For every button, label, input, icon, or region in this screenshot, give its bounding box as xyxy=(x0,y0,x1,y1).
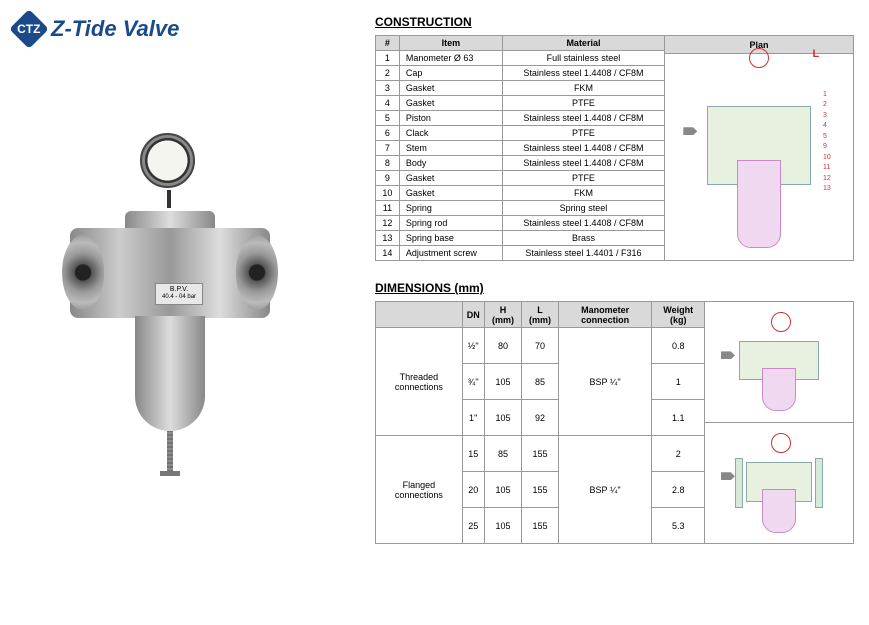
table-row: 12Spring rodStainless steel 1.4408 / CF8… xyxy=(376,216,665,231)
table-row: 11SpringSpring steel xyxy=(376,201,665,216)
threaded-diagram xyxy=(705,302,853,423)
valve-cap-shape xyxy=(125,211,215,229)
dim-label-L: L xyxy=(812,48,819,60)
col-num: # xyxy=(376,36,400,51)
plan-cross-section-diagram: L 12345910111213 xyxy=(673,44,845,252)
flange-right-shape xyxy=(815,458,823,508)
valve-spring-housing-shape xyxy=(135,316,205,431)
adjustment-screw-shape xyxy=(167,431,173,471)
table-row: 10GasketFKM xyxy=(376,186,665,201)
schem-gauge-icon xyxy=(771,312,791,332)
dimensions-diagram-cell xyxy=(705,301,854,544)
brand-logo: CTZ Z-Tide Valve xyxy=(15,15,355,43)
dimensions-block: DIMENSIONS (mm) DN H (mm) L (mm) Manomet… xyxy=(375,281,854,544)
nameplate-line1: B.P.V. xyxy=(162,286,196,294)
table-row: 8BodyStainless steel 1.4408 / CF8M xyxy=(376,156,665,171)
callout-numbers: 12345910111213 xyxy=(823,90,843,195)
dim-col-l: L (mm) xyxy=(522,302,559,328)
table-row: 13Spring baseBrass xyxy=(376,231,665,246)
construction-table: # Item Material 1Manometer Ø 63Full stai… xyxy=(375,35,665,261)
table-row: 6ClackPTFE xyxy=(376,126,665,141)
dim-col-h: H (mm) xyxy=(484,302,522,328)
schem-gauge-icon xyxy=(749,48,769,68)
product-photo: B.P.V. 40.4 - 04 bar xyxy=(55,133,285,433)
flow-arrow-icon xyxy=(721,472,735,480)
dimensions-heading: DIMENSIONS (mm) xyxy=(375,281,854,295)
table-row: 9GasketPTFE xyxy=(376,171,665,186)
dimensions-table: DN H (mm) L (mm) Manometer connection We… xyxy=(375,301,705,544)
left-column: CTZ Z-Tide Valve B.P.V. 40.4 - 04 bar xyxy=(15,15,355,544)
flanged-diagram xyxy=(705,423,853,544)
schem-gauge-icon xyxy=(771,433,791,453)
col-item: Item xyxy=(399,36,502,51)
page: CTZ Z-Tide Valve B.P.V. 40.4 - 04 bar CO… xyxy=(0,0,869,559)
table-row: 2CapStainless steel 1.4408 / CF8M xyxy=(376,66,665,81)
brand-name: Z-Tide Valve xyxy=(51,16,179,42)
construction-heading: CONSTRUCTION xyxy=(375,15,854,29)
construction-block: # Item Material 1Manometer Ø 63Full stai… xyxy=(375,35,854,261)
schem-spring-shape xyxy=(762,368,796,411)
schem-spring-shape xyxy=(737,160,782,247)
plan-diagram-cell: Plan L 12345910111213 xyxy=(665,35,854,261)
table-row: 3GasketFKM xyxy=(376,81,665,96)
dim-col-weight: Weight (kg) xyxy=(652,302,705,328)
dim-col-blank xyxy=(376,302,463,328)
right-column: CONSTRUCTION # Item Material 1Manometer … xyxy=(375,15,854,544)
dim-col-dn: DN xyxy=(462,302,484,328)
table-row: 7StemStainless steel 1.4408 / CF8M xyxy=(376,141,665,156)
logo-badge-icon: CTZ xyxy=(9,9,49,49)
gauge-icon xyxy=(140,133,195,188)
flow-arrow-icon xyxy=(683,127,697,135)
table-row: 14Adjustment screwStainless steel 1.4401… xyxy=(376,246,665,261)
table-row: 5PistonStainless steel 1.4408 / CF8M xyxy=(376,111,665,126)
flange-left-shape xyxy=(735,458,743,508)
table-row: 1Manometer Ø 63Full stainless steel xyxy=(376,51,665,66)
flow-arrow-icon xyxy=(721,351,735,359)
valve-nameplate: B.P.V. 40.4 - 04 bar xyxy=(155,283,203,305)
nameplate-line2: 40.4 - 04 bar xyxy=(162,294,196,301)
col-material: Material xyxy=(502,36,664,51)
schem-spring-shape xyxy=(762,489,796,533)
table-row: 4GasketPTFE xyxy=(376,96,665,111)
table-row: Threaded connections½''8070BSP ¼''0.8 xyxy=(376,328,705,364)
dim-col-mano: Manometer connection xyxy=(558,302,652,328)
table-row: Flanged connections1585155BSP ¼''2 xyxy=(376,436,705,472)
